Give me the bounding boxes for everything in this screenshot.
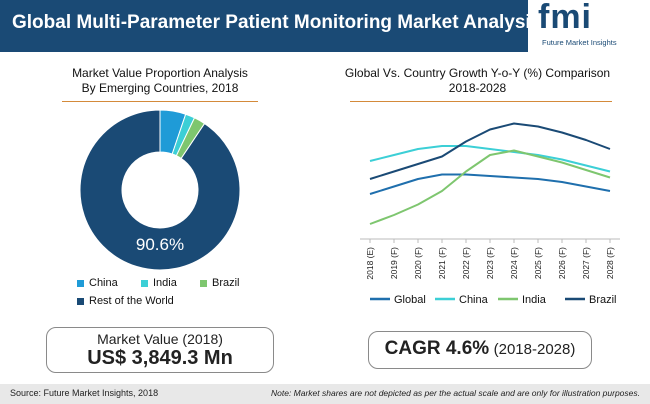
line-title-line1: Global Vs. Country Growth Y-o-Y (%) Comp… xyxy=(344,66,611,80)
legend-swatch-brazil xyxy=(200,279,207,287)
legend-label-china: China xyxy=(459,294,489,306)
disclaimer-note: Note: Market shares are not depicted as … xyxy=(270,388,640,398)
line-chart-title: Global Vs. Country Growth Y-o-Y (%) Comp… xyxy=(335,66,620,96)
donut-data-label: 90.6% xyxy=(136,235,184,254)
legend-label-global: Global xyxy=(394,294,426,306)
logo-tagline: Future Market Insights xyxy=(542,38,617,47)
donut-chart-title: Market Value Proportion Analysis By Emer… xyxy=(40,66,280,96)
x-tick-label: 2024 (F) xyxy=(509,247,519,279)
source-note: Source: Future Market Insights, 2018 xyxy=(10,388,159,398)
donut-chart: 90.6% xyxy=(79,109,241,271)
cagr-value: CAGR 4.6% xyxy=(384,338,490,359)
cagr-box: CAGR 4.6% (2018-2028) xyxy=(368,331,592,369)
donut-title-line1: Market Value Proportion Analysis xyxy=(72,66,248,80)
legend-swatch-china xyxy=(77,279,84,287)
legend-swatch-rest-of-world xyxy=(77,297,84,305)
legend-label-india: India xyxy=(153,277,177,289)
x-tick-label: 2023 (F) xyxy=(485,247,495,279)
cagr-text: CAGR 4.6% (2018-2028) xyxy=(369,338,591,360)
legend-label-india: India xyxy=(522,294,547,306)
x-tick-label: 2025 (F) xyxy=(533,247,543,279)
legend-label-brazil: Brazil xyxy=(589,294,617,306)
x-tick-label: 2027 (F) xyxy=(581,247,591,279)
logo-wordmark: fmi xyxy=(538,0,592,36)
x-tick-label: 2026 (F) xyxy=(557,247,567,279)
legend-item-rest-of-world: Rest of the World xyxy=(77,295,174,307)
line-title-underline xyxy=(350,101,612,102)
donut-slice-rest-of-world xyxy=(79,109,241,271)
legend-item-india: India xyxy=(141,277,177,289)
x-tick-label: 2019 (F) xyxy=(389,247,399,279)
x-tick-label: 2022 (F) xyxy=(461,247,471,279)
series-line-global xyxy=(369,173,611,195)
x-tick-label: 2028 (F) xyxy=(605,247,615,279)
x-tick-label: 2020 (F) xyxy=(413,247,423,279)
donut-title-line2: By Emerging Countries, 2018 xyxy=(81,81,239,95)
header-bar: Global Multi-Parameter Patient Monitorin… xyxy=(0,0,650,52)
series-line-brazil xyxy=(369,122,611,180)
legend-swatch-india xyxy=(141,279,148,287)
series-line-china xyxy=(369,145,611,173)
market-value-label: Market Value (2018) xyxy=(97,331,223,347)
x-tick-label: 2021 (F) xyxy=(437,247,447,279)
line-chart: 2018 (E) 2019 (F) 2020 (F) 2021 (F) 2022 (F)… xyxy=(360,122,620,306)
market-value-amount: US$ 3,849.3 Mn xyxy=(87,347,233,369)
legend-item-china: China xyxy=(77,277,118,289)
series-line-india xyxy=(369,149,611,225)
logo: fmi Future Market Insights xyxy=(528,0,650,52)
footer-bar: Source: Future Market Insights, 2018 Not… xyxy=(0,384,650,404)
legend-label-china: China xyxy=(89,277,118,289)
x-tick-label: 2018 (E) xyxy=(365,247,375,280)
legend-label-rest-of-world: Rest of the World xyxy=(89,295,174,307)
donut-title-underline xyxy=(62,101,258,102)
legend-label-brazil: Brazil xyxy=(212,277,240,289)
page-title: Global Multi-Parameter Patient Monitorin… xyxy=(12,12,542,33)
legend-item-brazil: Brazil xyxy=(200,277,240,289)
cagr-period: (2018-2028) xyxy=(493,341,576,358)
market-value-box: Market Value (2018) US$ 3,849.3 Mn xyxy=(46,327,274,373)
line-title-line2: 2018-2028 xyxy=(448,81,507,95)
